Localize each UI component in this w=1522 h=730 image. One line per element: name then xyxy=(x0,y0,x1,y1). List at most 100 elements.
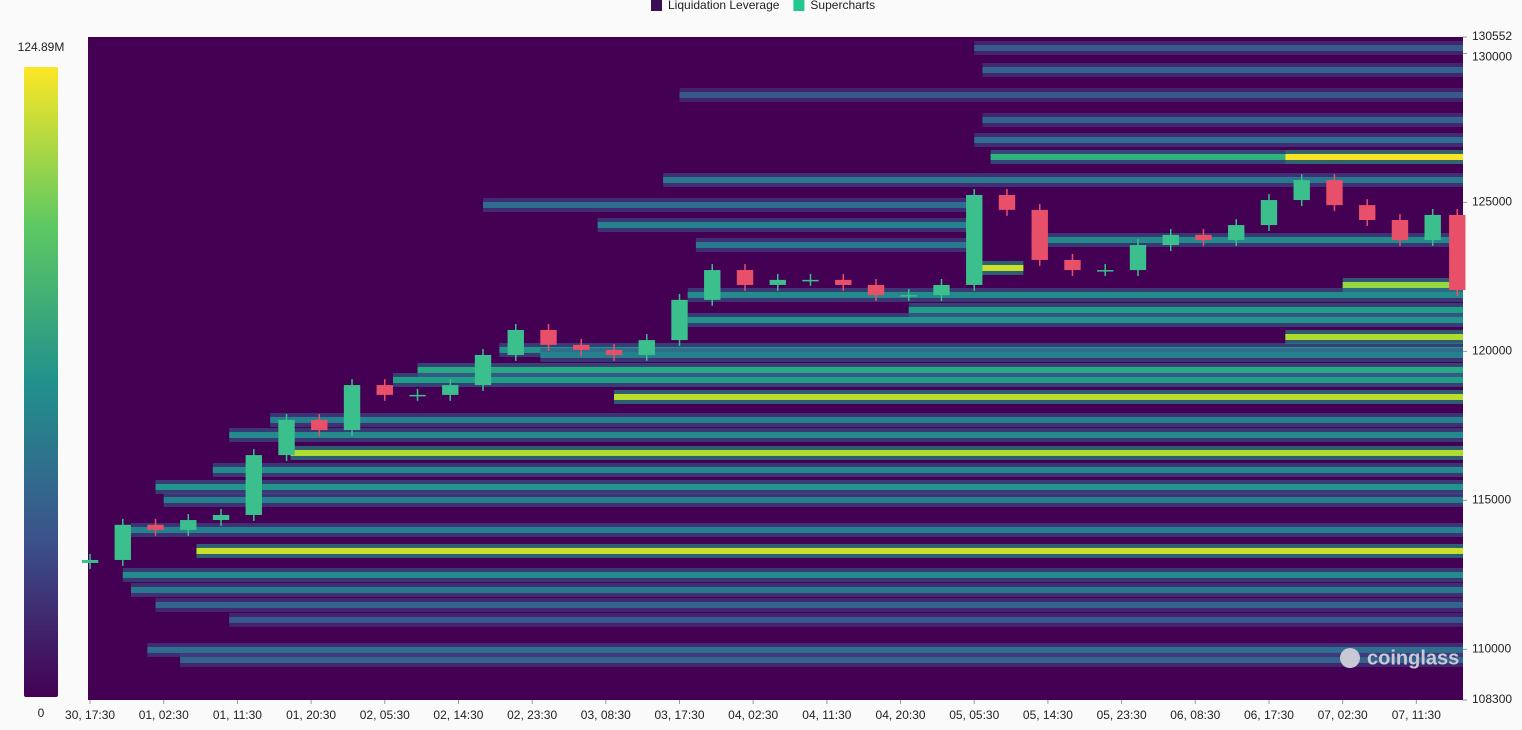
heat-band xyxy=(122,571,1464,578)
x-tick-label: 01, 20:30 xyxy=(286,708,336,722)
candle-body xyxy=(671,299,688,341)
heat-band xyxy=(1342,281,1463,288)
legend-label: Supercharts xyxy=(810,0,875,12)
heat-band xyxy=(982,66,1463,73)
candle-body xyxy=(212,514,230,521)
candle-body xyxy=(376,385,393,395)
candle-body xyxy=(474,354,492,386)
candle-body xyxy=(1293,180,1310,201)
candle-body xyxy=(638,340,655,355)
x-tick-label: 03, 17:30 xyxy=(654,708,704,722)
heat-band xyxy=(163,496,1464,503)
heat-band xyxy=(483,201,967,208)
heat-band xyxy=(290,449,1464,456)
x-tick-label: 04, 11:30 xyxy=(802,708,851,722)
heat-band xyxy=(196,547,1464,554)
heat-band xyxy=(990,153,1286,160)
x-tick-label: 05, 14:30 xyxy=(1023,708,1073,722)
candle-body xyxy=(180,520,197,530)
heat-band xyxy=(982,116,1463,123)
heat-band xyxy=(155,601,1463,608)
candle-body xyxy=(1359,205,1376,221)
x-tick-label: 05, 23:30 xyxy=(1097,708,1147,722)
candle-body xyxy=(802,279,819,282)
candle-body xyxy=(736,270,754,285)
color-bar-label: 124.89M xyxy=(18,40,65,54)
x-tick-label: 02, 14:30 xyxy=(433,708,483,722)
candle-body xyxy=(540,329,557,345)
candle-body xyxy=(769,279,786,285)
heat-band xyxy=(974,264,1024,271)
heat-band xyxy=(687,291,1463,298)
heat-band xyxy=(212,466,1463,473)
candle-body xyxy=(278,419,295,456)
candle-body xyxy=(409,394,426,397)
candle-body xyxy=(605,349,623,355)
x-tick-label: 06, 17:30 xyxy=(1244,708,1294,722)
heat-band xyxy=(695,241,967,248)
heat-band xyxy=(663,176,1463,183)
x-tick-label: 02, 23:30 xyxy=(507,708,557,722)
candle-body xyxy=(933,284,950,296)
x-tick-label: 30, 17:30 xyxy=(65,708,115,722)
heat-band xyxy=(1031,236,1463,243)
y-tick-label: 130000 xyxy=(1472,50,1512,64)
candle-body xyxy=(900,295,917,297)
candle-body xyxy=(966,194,983,285)
heat-band xyxy=(614,393,1463,400)
candle-body xyxy=(1228,225,1245,240)
candle-body xyxy=(835,279,852,285)
x-tick-label: 02, 05:30 xyxy=(360,708,410,722)
heat-band xyxy=(270,416,1463,423)
x-tick-label: 01, 11:30 xyxy=(213,708,262,722)
heat-band xyxy=(908,306,1463,313)
candle-body xyxy=(1326,180,1343,206)
watermark-icon xyxy=(1340,648,1360,668)
heat-band xyxy=(229,431,1463,438)
heat-band xyxy=(155,483,1463,490)
heat-band xyxy=(1285,153,1463,160)
candle-body xyxy=(1391,220,1409,240)
heat-band xyxy=(180,656,1464,663)
y-tick-label: 108300 xyxy=(1472,692,1512,706)
heat-band xyxy=(229,616,1463,623)
legend-swatch xyxy=(793,0,805,11)
heat-band xyxy=(392,376,1464,383)
color-bar-label: 0 xyxy=(38,706,45,720)
candle-body xyxy=(147,524,164,530)
candle-body xyxy=(1162,234,1179,246)
y-tick-label: 120000 xyxy=(1472,344,1512,358)
x-tick-label: 03, 08:30 xyxy=(581,708,631,722)
heat-band xyxy=(679,91,1463,98)
candle-body xyxy=(1031,209,1048,260)
watermark: coinglass xyxy=(1367,647,1459,669)
heat-band xyxy=(974,137,1463,144)
x-tick-label: 06, 08:30 xyxy=(1170,708,1220,722)
legend-swatch xyxy=(651,0,662,11)
x-tick-label: 05, 05:30 xyxy=(949,708,999,722)
heat-band xyxy=(130,586,1463,593)
candle-body xyxy=(442,385,459,395)
heat-band xyxy=(540,351,1463,358)
color-bar xyxy=(24,67,58,697)
y-tick-label: 115000 xyxy=(1472,493,1511,507)
candle-body xyxy=(1424,214,1441,240)
heat-band xyxy=(1285,333,1463,340)
legend: Liquidation Leverage Supercharts xyxy=(651,0,875,12)
candle-body xyxy=(1449,214,1466,291)
y-tick-label: 130552 xyxy=(1472,29,1512,43)
candle-body xyxy=(1064,259,1081,271)
x-tick-label: 04, 20:30 xyxy=(876,708,926,722)
candle-body xyxy=(114,524,131,560)
candle-body xyxy=(81,559,99,563)
x-tick-label: 07, 11:30 xyxy=(1392,708,1441,722)
candle-body xyxy=(867,284,885,296)
candle-body xyxy=(1260,200,1278,226)
x-tick-label: 07, 02:30 xyxy=(1318,708,1368,722)
heat-band xyxy=(147,646,1463,653)
candle-body xyxy=(1129,245,1147,271)
y-tick-label: 125000 xyxy=(1472,195,1512,209)
x-tick-label: 01, 02:30 xyxy=(139,708,189,722)
